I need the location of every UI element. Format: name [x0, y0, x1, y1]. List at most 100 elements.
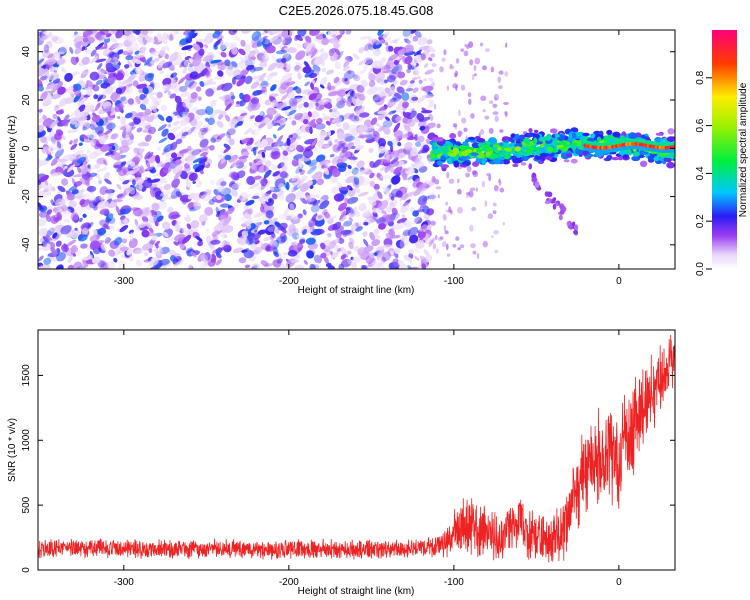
spectrogram-cell [480, 95, 487, 102]
spectrogram-cell [372, 94, 381, 103]
spectrogram-cell [224, 154, 232, 161]
spectrogram-x-label: Height of straight line (km) [298, 285, 415, 296]
spectrogram-cell [449, 65, 455, 70]
spectrogram-cell [80, 69, 89, 79]
colorbar-tick-label: 0.0 [695, 262, 706, 276]
spectrogram-cell [440, 155, 446, 161]
spectrogram-cell [258, 72, 267, 82]
spectrogram-cell [67, 264, 75, 269]
spectrogram-cell [276, 236, 286, 244]
spectrogram-cell [186, 156, 199, 166]
spectrogram-cell [377, 86, 385, 94]
spectrogram-cell [282, 150, 289, 156]
spectrogram-cell [377, 95, 386, 103]
spectrogram-cell [181, 45, 193, 51]
spectrogram-cell [252, 89, 263, 96]
spectrogram-cell [239, 56, 246, 64]
spectrogram-cell [399, 239, 407, 249]
spectrogram-cell [250, 129, 255, 135]
spectrogram-cell [498, 180, 502, 186]
spectrogram-cell [372, 207, 381, 214]
spectrogram-cell [479, 129, 485, 135]
spectrogram-cell [230, 189, 238, 197]
spectrogram-cell [228, 138, 235, 146]
spectrogram-cell [188, 264, 193, 269]
spectrogram-cell [408, 234, 419, 244]
spectrogram-cell [444, 230, 449, 235]
spectrogram-cell [154, 240, 160, 247]
spectrogram-cell [377, 30, 385, 36]
spectrogram-cell [235, 157, 247, 166]
spectrogram-cell [108, 225, 115, 231]
spectrogram-cell [128, 229, 134, 235]
spectrogram-cell [119, 145, 130, 153]
spectrogram-cell [94, 163, 101, 169]
spectrogram-cell [216, 61, 225, 66]
spectrogram-cell [459, 244, 465, 248]
spectrogram-cell [251, 164, 259, 171]
spectrogram-cell [296, 178, 305, 188]
spectrogram-cell [114, 103, 124, 113]
spectrogram-cell [340, 186, 351, 191]
spectrogram-cell [489, 100, 494, 104]
spectrogram-cell [82, 134, 89, 140]
spectrogram-cell [277, 162, 285, 169]
spectrogram-cell [296, 43, 302, 49]
spectrogram-cell [231, 46, 238, 55]
spectrogram-cell [135, 95, 141, 105]
spectrogram-cell [410, 30, 417, 34]
spectrogram-cell [89, 200, 97, 209]
spectrogram-cell [463, 127, 468, 132]
spectrogram-cell [41, 146, 48, 154]
spectrogram-cell [200, 254, 208, 263]
spectrogram-cell [104, 41, 108, 49]
spectrogram-cell [154, 220, 159, 227]
spectrogram-cell [144, 251, 149, 257]
spectrogram-cell [133, 116, 141, 125]
spectrogram-cell [399, 221, 404, 227]
spectrogram-cell [377, 110, 387, 115]
spectrogram-cell [96, 167, 108, 173]
spectrogram-cell [476, 138, 486, 143]
spectrogram-cell [40, 182, 47, 190]
spectrogram-cell [346, 250, 352, 255]
spectrogram-cell [422, 85, 434, 92]
spectrogram-cell [482, 109, 486, 113]
spectrogram-cell [112, 199, 124, 203]
spectrogram-cell [62, 168, 75, 178]
spectrogram-cell [270, 34, 281, 42]
spectrogram-cell [331, 167, 341, 178]
spectrogram-cell [326, 166, 331, 170]
spectrogram-cell [376, 91, 387, 97]
spectrogram-cell [510, 155, 517, 160]
spectrogram-cell [38, 202, 43, 210]
spectrogram-cell [385, 45, 393, 53]
spectrogram-cell [265, 44, 276, 54]
spectrogram-cell [151, 202, 160, 211]
spectrogram-cell [284, 47, 288, 51]
spectrogram-cell [315, 154, 326, 163]
spectrogram-cell [345, 175, 357, 184]
spectrogram-cell [563, 159, 570, 163]
spectrogram-cell [472, 170, 477, 176]
spectrogram-cell [558, 214, 563, 221]
spectrogram-cell [351, 256, 362, 263]
spectrogram-cell [417, 135, 425, 143]
spectrogram-cell [132, 148, 138, 157]
spectrogram-cell [200, 193, 213, 201]
spectrogram-cell [227, 64, 234, 70]
spectrogram-cell [49, 147, 54, 152]
spectrogram-cell [256, 163, 267, 173]
spectrogram-cell [56, 158, 68, 162]
spectrogram-cell [228, 154, 239, 163]
spectrogram-cell [135, 54, 145, 58]
spectrogram-cell [94, 46, 107, 50]
spectrogram-cell [144, 209, 152, 217]
spectrogram-cell [314, 69, 320, 76]
spectrogram-cell [220, 42, 229, 51]
spectrogram-cell [96, 62, 103, 70]
spectrogram-cell [224, 234, 228, 239]
spectrogram-cell [156, 163, 160, 168]
spectrogram-cell [428, 237, 436, 247]
spectrogram-cell [381, 244, 393, 249]
